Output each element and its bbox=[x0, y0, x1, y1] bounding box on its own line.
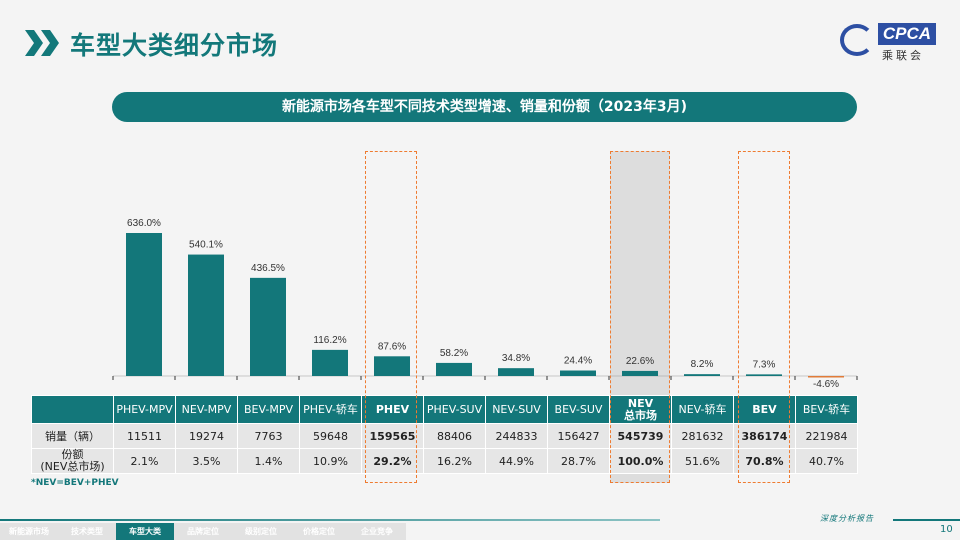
page-title: 车型大类细分市场 bbox=[70, 31, 279, 60]
sales-table: PHEV-MPV NEV-MPV BEV-MPV PHEV-轿车 PHEV PHEV-SU… bbox=[31, 395, 858, 474]
data-label: 540.1% bbox=[189, 240, 223, 251]
sales-cell: 11511 bbox=[113, 423, 176, 449]
bev-highlight-box bbox=[738, 151, 790, 483]
share-cell: 51.6% bbox=[671, 448, 734, 474]
nav-tab[interactable]: 新能源市场 bbox=[0, 523, 58, 540]
column-header: NEV-轿车 bbox=[671, 395, 734, 424]
row-label-share: 份额 (NEV总市场) bbox=[31, 448, 114, 474]
data-label: 436.5% bbox=[251, 263, 285, 274]
nav-tab[interactable]: 企业竞争 bbox=[348, 523, 406, 540]
footer-line-right bbox=[893, 519, 960, 521]
column-header: PHEV-SUV bbox=[423, 395, 486, 424]
bar bbox=[250, 277, 286, 376]
bar bbox=[746, 374, 782, 376]
share-cell: 28.7% bbox=[547, 448, 610, 474]
column-header: BEV-SUV bbox=[547, 395, 610, 424]
nav-tab[interactable]: 技术类型 bbox=[58, 523, 116, 540]
data-label: 7.3% bbox=[753, 359, 776, 370]
header-blank bbox=[31, 395, 114, 424]
chevron-icon bbox=[25, 30, 59, 56]
sales-cell: 244833 bbox=[485, 423, 548, 449]
data-label: 24.4% bbox=[564, 356, 592, 367]
sales-cell: 281632 bbox=[671, 423, 734, 449]
sales-cell: 156427 bbox=[547, 423, 610, 449]
column-header-label: BEV-MPV bbox=[244, 402, 293, 416]
column-header: PHEV-MPV bbox=[113, 395, 176, 424]
cpca-logo: CPCA 乘联会 bbox=[838, 20, 938, 62]
logo-cn: 乘联会 bbox=[882, 49, 924, 62]
column-header-label: PHEV bbox=[375, 402, 410, 416]
share-cell: 3.5% bbox=[175, 448, 238, 474]
sales-cell: 88406 bbox=[423, 423, 486, 449]
logo-text: CPCA bbox=[878, 23, 936, 45]
footer-line-left bbox=[0, 519, 660, 521]
column-header: NEV 总市场 bbox=[609, 395, 672, 424]
sales-cell: 59648 bbox=[299, 423, 362, 449]
footer-text: 深度分析报告 bbox=[820, 514, 874, 523]
nav-tab[interactable]: 车型大类 bbox=[116, 523, 174, 540]
bar bbox=[498, 368, 534, 376]
sales-cell: 386174 bbox=[733, 423, 796, 449]
share-sublabel: (NEV总市场) bbox=[40, 460, 105, 473]
sales-cell: 159565 bbox=[361, 423, 424, 449]
share-cell: 2.1% bbox=[113, 448, 176, 474]
share-cell: 1.4% bbox=[237, 448, 300, 474]
data-label: 8.2% bbox=[691, 359, 714, 370]
data-label: 58.2% bbox=[440, 348, 468, 359]
footnote: *NEV=BEV+PHEV bbox=[31, 478, 119, 488]
data-label: 636.0% bbox=[127, 218, 161, 229]
nav-tab[interactable]: 级别定位 bbox=[232, 523, 290, 540]
share-cell: 16.2% bbox=[423, 448, 486, 474]
column-header-label: BEV bbox=[752, 402, 777, 416]
column-header-label: PHEV-SUV bbox=[426, 402, 483, 416]
column-header-label: NEV-轿车 bbox=[678, 402, 727, 416]
share-cell: 10.9% bbox=[299, 448, 362, 474]
data-label: 34.8% bbox=[502, 353, 530, 364]
column-header: NEV-SUV bbox=[485, 395, 548, 424]
bar bbox=[622, 370, 658, 376]
bar bbox=[374, 356, 410, 376]
column-header-label: NEV bbox=[627, 396, 654, 410]
bar bbox=[436, 362, 472, 376]
share-cell: 40.7% bbox=[795, 448, 858, 474]
column-header: NEV-MPV bbox=[175, 395, 238, 424]
share-label: 份额 bbox=[61, 448, 84, 461]
bar bbox=[188, 254, 224, 376]
column-header: BEV-轿车 bbox=[795, 395, 858, 424]
data-label: 22.6% bbox=[626, 356, 654, 367]
bar bbox=[808, 376, 844, 378]
bar bbox=[684, 374, 720, 376]
logo-swirl-icon bbox=[840, 24, 874, 56]
data-label: -4.6% bbox=[813, 379, 839, 390]
column-header: BEV-MPV bbox=[237, 395, 300, 424]
column-header-label: PHEV-轿车 bbox=[303, 402, 358, 416]
page-number: 10 bbox=[940, 524, 953, 535]
share-cell: 44.9% bbox=[485, 448, 548, 474]
column-header-label: BEV-SUV bbox=[554, 402, 603, 416]
column-header-label: NEV-MPV bbox=[181, 402, 232, 416]
column-header: PHEV-轿车 bbox=[299, 395, 362, 424]
column-header: PHEV bbox=[361, 395, 424, 424]
nav-tab[interactable]: 品牌定位 bbox=[174, 523, 232, 540]
chart-banner: 新能源市场各车型不同技术类型增速、销量和份额（2023年3月) bbox=[112, 92, 857, 122]
sales-cell: 221984 bbox=[795, 423, 858, 449]
section-nav: 新能源市场 技术类型 车型大类 品牌定位 级别定位 价格定位 企业竞争 bbox=[0, 523, 406, 540]
column-header-sublabel: 总市场 bbox=[624, 408, 657, 422]
nev-highlight-box bbox=[610, 151, 670, 483]
column-header-label: PHEV-MPV bbox=[116, 402, 173, 416]
column-header-label: NEV-SUV bbox=[492, 402, 541, 416]
sales-cell: 19274 bbox=[175, 423, 238, 449]
bar bbox=[126, 233, 162, 376]
nav-tab[interactable]: 价格定位 bbox=[290, 523, 348, 540]
phev-highlight-box bbox=[365, 151, 417, 483]
row-label-sales: 销量（辆） bbox=[31, 423, 114, 449]
share-cell: 29.2% bbox=[361, 448, 424, 474]
sales-cell: 7763 bbox=[237, 423, 300, 449]
data-label: 87.6% bbox=[378, 341, 406, 352]
bar bbox=[312, 349, 348, 376]
data-label: 116.2% bbox=[313, 335, 346, 346]
bar bbox=[560, 370, 596, 376]
column-header-label: BEV-轿车 bbox=[802, 402, 851, 416]
